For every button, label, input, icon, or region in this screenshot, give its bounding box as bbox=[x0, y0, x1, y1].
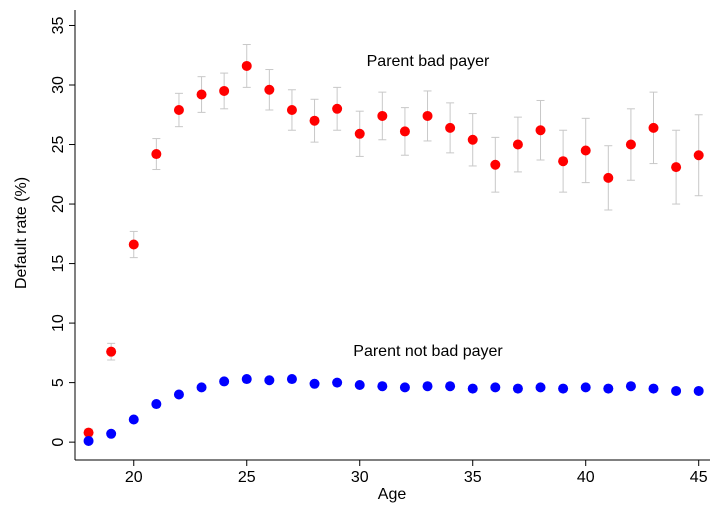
point bbox=[106, 428, 117, 439]
x-tick-label: 30 bbox=[351, 469, 369, 486]
point bbox=[445, 381, 456, 392]
point bbox=[422, 381, 433, 392]
y-tick-label: 35 bbox=[50, 16, 67, 34]
x-tick-label: 35 bbox=[464, 469, 482, 486]
point bbox=[467, 134, 478, 145]
point bbox=[625, 139, 636, 150]
point bbox=[241, 60, 252, 71]
point bbox=[264, 375, 275, 386]
point bbox=[219, 376, 230, 387]
point bbox=[332, 103, 343, 114]
y-tick-label: 0 bbox=[50, 438, 67, 447]
point bbox=[151, 149, 162, 160]
point bbox=[580, 382, 591, 393]
point bbox=[83, 435, 94, 446]
point bbox=[128, 239, 139, 250]
point bbox=[445, 122, 456, 133]
point bbox=[83, 427, 94, 438]
point bbox=[558, 156, 569, 167]
point bbox=[354, 380, 365, 390]
point bbox=[173, 389, 184, 400]
point bbox=[309, 378, 320, 389]
point bbox=[693, 150, 704, 161]
point bbox=[603, 383, 614, 394]
point bbox=[399, 126, 410, 137]
point bbox=[286, 105, 297, 115]
y-tick-label: 25 bbox=[50, 136, 67, 154]
y-tick-label: 20 bbox=[50, 195, 67, 213]
point bbox=[512, 139, 523, 150]
point bbox=[603, 172, 614, 183]
annotation: Parent not bad payer bbox=[353, 343, 503, 360]
point bbox=[354, 128, 365, 139]
x-axis-label: Age bbox=[378, 486, 407, 503]
point bbox=[332, 377, 343, 388]
point bbox=[490, 382, 501, 393]
point bbox=[128, 414, 139, 425]
point bbox=[196, 89, 207, 100]
point bbox=[512, 383, 523, 394]
x-tick-label: 20 bbox=[125, 469, 143, 486]
annotation: Parent bad payer bbox=[367, 53, 490, 70]
point bbox=[490, 159, 501, 170]
x-tick-label: 25 bbox=[238, 469, 256, 486]
point bbox=[671, 162, 682, 173]
point bbox=[625, 381, 636, 392]
x-tick-label: 45 bbox=[690, 469, 708, 486]
y-tick-label: 15 bbox=[50, 255, 67, 273]
y-axis-label: Default rate (%) bbox=[13, 177, 30, 289]
point bbox=[264, 84, 275, 95]
point bbox=[422, 110, 433, 121]
point bbox=[671, 385, 682, 396]
point bbox=[399, 382, 410, 393]
point bbox=[286, 374, 297, 385]
point bbox=[467, 383, 478, 394]
point bbox=[219, 85, 230, 96]
x-tick-label: 40 bbox=[577, 469, 595, 486]
point bbox=[106, 346, 117, 357]
point bbox=[558, 383, 569, 394]
y-tick-label: 5 bbox=[50, 378, 67, 387]
point bbox=[693, 385, 704, 396]
y-tick-label: 30 bbox=[50, 76, 67, 94]
y-tick-label: 10 bbox=[50, 314, 67, 332]
point bbox=[151, 399, 162, 410]
point bbox=[648, 122, 659, 133]
point bbox=[377, 381, 388, 392]
point bbox=[241, 374, 252, 385]
point bbox=[535, 382, 546, 393]
point bbox=[196, 382, 207, 393]
point bbox=[535, 125, 546, 136]
point bbox=[377, 110, 388, 121]
point bbox=[580, 145, 591, 156]
point bbox=[309, 115, 320, 126]
point bbox=[173, 105, 184, 115]
point bbox=[648, 383, 659, 394]
